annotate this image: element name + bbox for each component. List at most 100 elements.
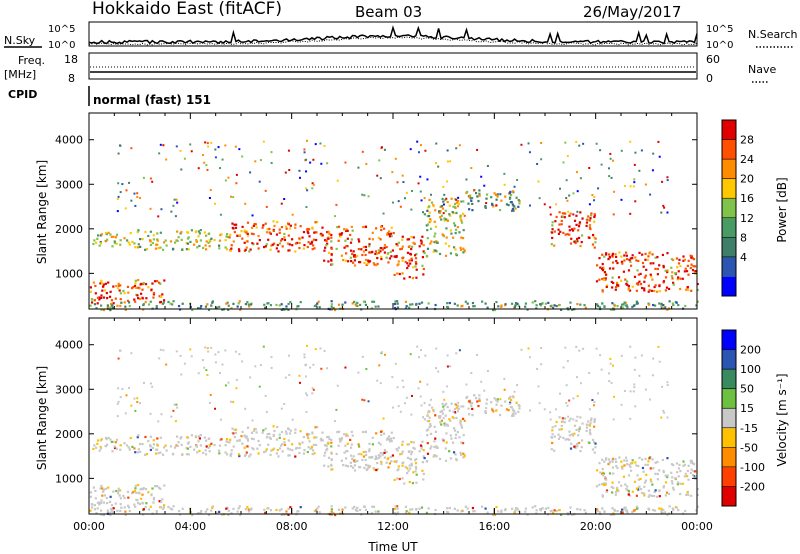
power-cell-sparse xyxy=(633,163,636,166)
power-cell xyxy=(390,234,393,238)
power-cell xyxy=(468,195,471,198)
power-cell xyxy=(517,198,520,202)
velocity-cell xyxy=(577,430,581,433)
power-cell xyxy=(508,196,512,199)
power-cell xyxy=(288,249,291,252)
velocity-cell xyxy=(106,509,109,512)
velocity-cell-sparse xyxy=(417,356,420,359)
velocity-cell xyxy=(142,508,145,511)
power-cell xyxy=(155,243,158,246)
velocity-cell xyxy=(204,449,207,452)
velocity-cell-sparse xyxy=(528,356,531,359)
power-cell xyxy=(392,231,395,235)
power-cell-sparse xyxy=(540,141,543,144)
velocity-cell xyxy=(561,417,564,420)
velocity-cell xyxy=(433,425,436,428)
velocity-cell xyxy=(273,429,276,433)
power-cell-sparse xyxy=(442,203,445,206)
velocity-cell xyxy=(614,490,618,494)
power-cell xyxy=(646,258,649,262)
power-cell xyxy=(580,234,584,237)
power-cell-sparse xyxy=(189,143,192,146)
power-cell xyxy=(283,232,286,236)
power-cell xyxy=(302,230,306,234)
velocity-cell xyxy=(114,502,117,505)
velocity-cell xyxy=(137,434,140,437)
velocity-cell xyxy=(624,456,628,459)
velocity-cell-sparse xyxy=(644,388,647,391)
power-cell-sparse xyxy=(201,154,204,157)
velocity-cell xyxy=(285,510,288,513)
velocity-cell xyxy=(577,441,581,445)
power-cell xyxy=(409,262,412,265)
power-cell xyxy=(350,260,353,263)
velocity-cell xyxy=(321,431,324,434)
velocity-cell-sparse xyxy=(149,382,152,385)
velocity-cell xyxy=(197,440,200,443)
velocity-cell-sparse xyxy=(378,364,381,367)
velocity-cell xyxy=(267,443,270,446)
power-cell xyxy=(252,243,255,246)
velocity-cell xyxy=(510,414,514,417)
power-cell xyxy=(393,273,396,277)
power-cell xyxy=(364,245,368,248)
power-cell xyxy=(579,211,582,214)
power-cell-sparse xyxy=(305,158,308,161)
power-cell xyxy=(313,231,316,234)
power-cell xyxy=(557,228,560,231)
power-cell xyxy=(662,266,665,269)
power-cell xyxy=(478,194,481,197)
power-cell-sparse xyxy=(151,180,154,183)
power-cell xyxy=(601,262,604,266)
velocity-cell xyxy=(390,439,393,443)
velocity-cell xyxy=(134,505,137,508)
velocity-cell xyxy=(626,485,629,488)
power-cell xyxy=(574,241,577,245)
power-cell xyxy=(371,300,374,303)
power-cell xyxy=(621,262,624,265)
velocity-ylabel: Slant Range [km] xyxy=(35,366,49,470)
power-cell xyxy=(243,229,246,232)
velocity-cell xyxy=(591,448,595,451)
velocity-cell xyxy=(404,465,407,469)
power-cell xyxy=(313,247,316,250)
velocity-cell-sparse xyxy=(455,352,458,355)
velocity-cell-sparse xyxy=(446,385,449,388)
velocity-cell xyxy=(100,499,103,502)
velocity-cell-sparse xyxy=(130,404,133,407)
date-title: 26/May/2017 xyxy=(583,3,681,21)
power-cell xyxy=(175,239,178,242)
power-cell xyxy=(289,301,292,304)
power-cell xyxy=(285,305,288,308)
power-cell xyxy=(448,204,451,207)
velocity-cell xyxy=(262,429,265,432)
power-cell xyxy=(448,213,451,216)
velocity-cell xyxy=(110,504,114,507)
power-cell xyxy=(245,246,248,249)
power-cell-sparse xyxy=(312,183,315,186)
freq-unit: [MHz] xyxy=(4,68,36,81)
power-cell xyxy=(345,252,348,255)
velocity-cell xyxy=(337,430,341,433)
velocity-cell xyxy=(352,459,356,462)
velocity-cell xyxy=(100,484,103,487)
power-cell xyxy=(353,259,357,262)
power-cell xyxy=(549,305,552,308)
nsearch-label: N.Search xyxy=(748,28,798,41)
power-cell-sparse xyxy=(391,201,394,204)
power-cell xyxy=(690,289,693,292)
velocity-cell xyxy=(683,475,686,478)
power-cell xyxy=(233,223,236,226)
velocity-cell xyxy=(207,446,210,449)
velocity-cell xyxy=(187,453,190,456)
velocity-cell xyxy=(177,509,181,513)
power-cell xyxy=(484,206,488,210)
power-cell xyxy=(225,302,228,305)
power-cell xyxy=(409,303,412,306)
power-cell-sparse xyxy=(376,174,379,177)
power-cell xyxy=(609,308,613,311)
power-cell xyxy=(429,242,432,245)
velocity-cell xyxy=(159,451,162,454)
velocity-cell xyxy=(373,468,376,471)
velocity-colorbar-label: Velocity [m s⁻¹] xyxy=(775,373,789,466)
